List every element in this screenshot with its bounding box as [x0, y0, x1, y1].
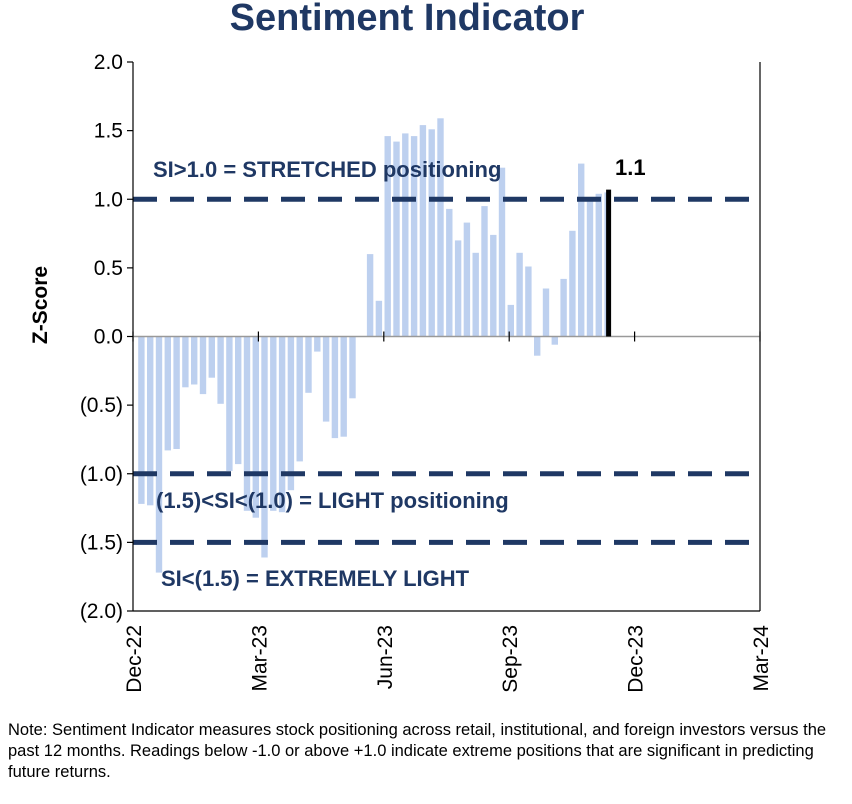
bar — [182, 336, 189, 388]
bar — [551, 336, 558, 345]
bar — [217, 336, 224, 404]
bar — [402, 133, 409, 337]
x-tick-label: Mar-24 — [750, 625, 773, 692]
bar — [472, 252, 479, 337]
bar — [437, 118, 444, 337]
bar — [287, 336, 295, 491]
bar — [199, 336, 207, 395]
y-tick-label: 1.5 — [94, 120, 123, 143]
bar — [428, 129, 435, 337]
bar — [243, 336, 251, 511]
bar — [446, 208, 453, 337]
bar — [164, 336, 171, 451]
bar — [410, 136, 418, 337]
annotation-light: (1.5)<SI<(1.0) = LIGHT positioning — [156, 488, 509, 513]
bar — [516, 252, 523, 337]
bar — [340, 336, 347, 437]
y-tick-label: 0.0 — [94, 326, 123, 349]
bar — [252, 336, 259, 518]
bar — [191, 336, 198, 385]
bar — [560, 278, 567, 337]
x-tick-label: Mar-23 — [248, 625, 271, 692]
bar — [595, 193, 602, 337]
bar — [490, 234, 497, 337]
bar — [586, 197, 594, 337]
bar — [498, 167, 506, 337]
annotation-extremely-light: SI<(1.5) = EXTREMELY LIGHT — [161, 566, 470, 591]
bar — [481, 206, 488, 337]
y-tick-label: (1.5) — [80, 531, 123, 554]
y-tick-label: (0.5) — [80, 394, 123, 417]
bar — [155, 336, 163, 573]
threshold-lines — [133, 196, 760, 545]
bar — [147, 336, 154, 506]
bar — [454, 240, 462, 337]
bar — [235, 336, 242, 465]
bar — [208, 336, 215, 378]
bar — [305, 336, 312, 393]
x-tick-label: Dec-22 — [123, 625, 146, 693]
x-tick-label: Sep-23 — [499, 625, 522, 693]
bar — [393, 141, 400, 337]
bar — [578, 163, 585, 337]
bar — [463, 222, 471, 337]
bar — [331, 336, 339, 439]
y-tick-label: (2.0) — [80, 600, 123, 623]
y-axis-label: Z-Score — [29, 266, 52, 344]
chart-title: Sentiment Indicator — [230, 0, 585, 39]
y-tick-label: (1.0) — [80, 463, 123, 486]
latest-value-label: 1.1 — [615, 155, 646, 180]
bar — [525, 266, 532, 337]
x-tick-label: Dec-23 — [625, 625, 648, 693]
bar — [270, 336, 277, 511]
footnote: Note: Sentiment Indicator measures stock… — [8, 721, 827, 781]
bar-series — [138, 118, 611, 573]
y-axis-ticks: 2.0 1.5 1.0 0.5 0.0 (0.5) (1.0) (1.5) (2.0) — [80, 51, 133, 623]
sentiment-chart: Sentiment Indicator 2.0 1.5 1.0 0.5 0.0 (0.5)… — [29, 0, 773, 693]
bar — [507, 304, 514, 337]
y-tick-label: 1.0 — [94, 188, 123, 211]
bar — [314, 336, 321, 352]
bar — [375, 300, 383, 337]
bar — [384, 136, 391, 337]
bar — [534, 336, 541, 356]
bar — [226, 336, 233, 471]
x-axis-ticks: Dec-22 Mar-23 Jun-23 Sep-23 Dec-23 Mar-24 — [123, 331, 773, 693]
bar — [419, 125, 427, 337]
bar — [278, 336, 286, 513]
bar — [569, 230, 576, 337]
y-tick-label: 2.0 — [94, 51, 123, 74]
bar — [349, 336, 356, 399]
bar — [296, 336, 303, 462]
bar — [138, 336, 145, 504]
axes — [132, 62, 761, 612]
y-tick-label: 0.5 — [94, 257, 123, 280]
x-tick-label: Jun-23 — [374, 625, 397, 689]
bar — [542, 288, 550, 337]
annotation-stretched: SI>1.0 = STRETCHED positioning — [153, 157, 501, 182]
bar — [261, 336, 268, 558]
bar — [366, 254, 374, 337]
bar — [173, 336, 180, 449]
bar — [322, 336, 330, 422]
